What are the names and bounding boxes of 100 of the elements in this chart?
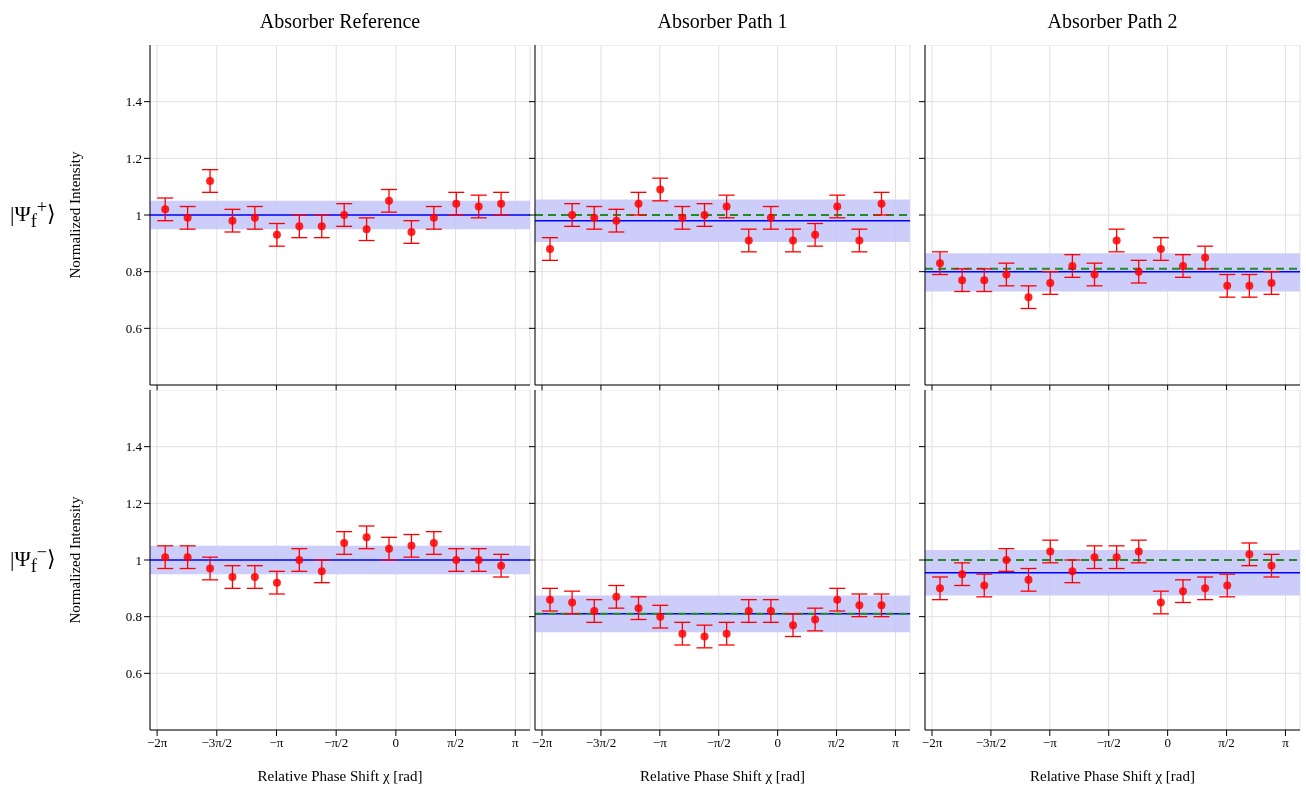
text: |Ψ$_{f}$$^{+}$⟩ [10, 197, 56, 232]
point [700, 632, 709, 641]
x-tick-label: π/2 [1218, 735, 1235, 751]
point [1090, 553, 1099, 562]
point [612, 592, 621, 601]
point [1024, 575, 1033, 584]
x-tick-label: −π/2 [706, 735, 731, 751]
x-tick-label: π/2 [828, 735, 845, 751]
x-axis-title: Relative Phase Shift χ [rad] [1029, 768, 1196, 785]
point [722, 202, 731, 211]
x-tick-label: −2π [146, 735, 168, 751]
point [634, 199, 643, 208]
point [1267, 561, 1276, 570]
point [385, 196, 394, 205]
x-tick-label: π/2 [447, 735, 464, 751]
point [1156, 598, 1165, 607]
point [958, 276, 967, 285]
point [980, 276, 989, 285]
y-tick-label: 1 [135, 552, 142, 568]
point [1024, 293, 1033, 302]
point [429, 213, 438, 222]
point [497, 199, 506, 208]
point [936, 259, 944, 268]
x-tick-label: −2π [921, 735, 943, 751]
point [497, 561, 506, 570]
point [1223, 581, 1232, 590]
point [206, 177, 215, 185]
point [429, 539, 438, 547]
point [958, 570, 967, 579]
point [789, 621, 797, 630]
point [250, 573, 259, 581]
point [452, 556, 461, 564]
point [855, 601, 864, 610]
y-tick-label: 1.4 [125, 439, 143, 455]
point [678, 629, 687, 638]
point [1112, 553, 1121, 562]
point [183, 553, 192, 562]
point [1201, 584, 1210, 593]
point [1223, 281, 1232, 290]
point [833, 595, 842, 604]
x-tick-label: π [892, 735, 900, 751]
point [452, 199, 461, 208]
point [228, 216, 237, 225]
y-tick-label: 1.2 [125, 150, 142, 166]
point [722, 629, 731, 638]
point [980, 581, 989, 590]
point [295, 222, 304, 231]
point [1002, 556, 1011, 564]
point [206, 564, 215, 573]
y-tick-label: 0.6 [125, 320, 143, 336]
point [590, 213, 599, 222]
point [183, 213, 192, 222]
point [833, 202, 842, 211]
point [362, 533, 371, 542]
x-tick-label: π [1282, 735, 1290, 751]
y-tick-label: 1.4 [125, 94, 143, 110]
point [1046, 547, 1055, 556]
point [1179, 587, 1187, 596]
x-tick-label: −2π [531, 735, 553, 751]
point [546, 595, 554, 604]
x-tick-label: 0 [1164, 735, 1171, 751]
point [744, 607, 753, 615]
y-axis-title: Normalized Intensity [66, 151, 84, 279]
chart-title: Absorber Path 2 [1046, 10, 1179, 33]
point [1068, 567, 1077, 576]
y-tick-label: 1 [135, 207, 142, 223]
x-tick-label: −π [269, 735, 284, 751]
point [634, 604, 643, 613]
point [1267, 279, 1276, 287]
point [474, 202, 483, 211]
y-tick-label: 1.2 [125, 495, 142, 511]
point [590, 607, 599, 615]
point [678, 213, 687, 222]
point [877, 601, 886, 610]
point [228, 573, 237, 581]
point [250, 213, 259, 222]
point [161, 205, 170, 214]
x-tick-label: π [511, 735, 519, 751]
point [700, 211, 709, 219]
x-tick-label: −π/2 [324, 735, 349, 751]
point [385, 544, 394, 553]
point [1046, 279, 1055, 287]
x-tick-label: −3π/2 [585, 735, 617, 751]
point [340, 211, 349, 219]
x-tick-label: 0 [392, 735, 400, 751]
point [1245, 550, 1254, 559]
point [744, 236, 753, 245]
point [936, 584, 944, 593]
x-tick-label: 0 [774, 735, 781, 751]
point [766, 607, 775, 615]
point [877, 199, 886, 208]
point [340, 539, 349, 547]
point [1090, 270, 1099, 279]
point [568, 211, 577, 219]
x-tick-label: −π [652, 735, 668, 751]
point [161, 553, 170, 562]
x-tick-label: −3π/2 [201, 735, 233, 751]
point [317, 222, 326, 231]
point [1134, 547, 1143, 556]
point [272, 578, 281, 587]
